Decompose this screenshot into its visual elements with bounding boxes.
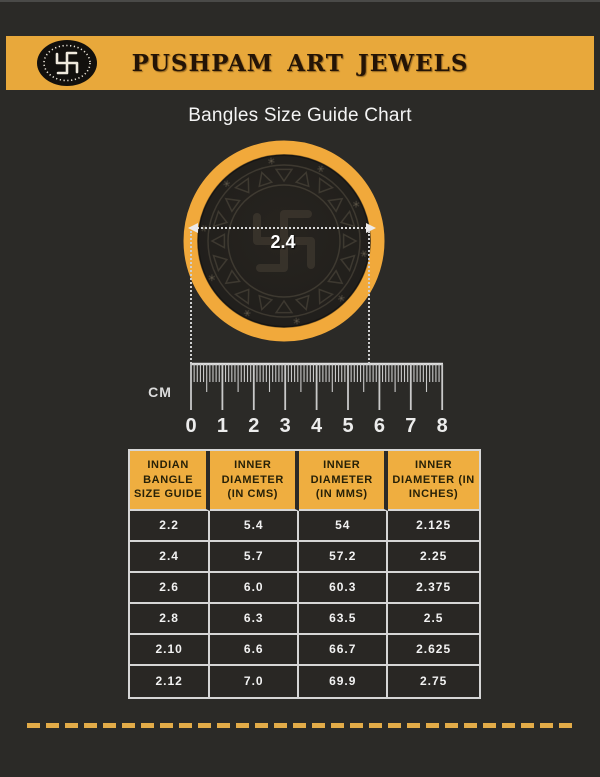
table-row: 2.10 6.6 66.7 2.625 — [130, 634, 479, 666]
guide-line-right — [368, 231, 370, 364]
table-cell: 2.6 — [130, 572, 211, 604]
table-cell: 5.7 — [210, 541, 300, 573]
table-cell: 2.2 — [130, 510, 211, 542]
svg-text:5: 5 — [342, 415, 353, 437]
diameter-arrow-line — [197, 227, 367, 229]
table-cell: 60.3 — [299, 572, 389, 604]
table-cell: 2.4 — [130, 541, 211, 573]
table-cell: 5.4 — [210, 510, 300, 542]
table-row: 2.2 5.4 54 2.125 — [130, 510, 479, 542]
swastika-watermark-icon — [253, 210, 315, 272]
table-cell: 57.2 — [299, 541, 389, 573]
table-cell: 7.0 — [210, 665, 300, 697]
table-cell: 2.10 — [130, 634, 211, 666]
table-header-cell: INNER DIAMETER (IN MMS) — [299, 451, 389, 511]
table-cell: 69.9 — [299, 665, 389, 697]
table-header-cell: INNER DIAMETER (IN CMS) — [210, 451, 300, 511]
table-row: 2.6 6.0 60.3 2.375 — [130, 572, 479, 604]
dashed-divider — [27, 723, 573, 728]
brand-title: PUSHPAM ART JEWELS — [131, 49, 469, 77]
table-header-cell: INDIAN BANGLE SIZE GUIDE — [130, 451, 211, 511]
table-cell: 66.7 — [299, 634, 389, 666]
table-row: 2.4 5.7 57.2 2.25 — [130, 541, 479, 573]
table-cell: 2.75 — [388, 665, 479, 697]
table-cell: 6.3 — [210, 603, 300, 635]
svg-text:0: 0 — [185, 415, 196, 437]
table-row: 2.12 7.0 69.9 2.75 — [130, 665, 479, 697]
size-table: INDIAN BANGLE SIZE GUIDE INNER DIAMETER … — [130, 451, 479, 697]
table-row: 2.8 6.3 63.5 2.5 — [130, 603, 479, 635]
diameter-label: 2.4 — [270, 232, 296, 252]
svg-text:3: 3 — [280, 415, 291, 437]
size-table-wrap: INDIAN BANGLE SIZE GUIDE INNER DIAMETER … — [128, 449, 481, 699]
table-cell: 2.625 — [388, 634, 479, 666]
table-header-cell: INNER DIAMETER (IN INCHES) — [388, 451, 479, 511]
table-cell: 54 — [299, 510, 389, 542]
table-header-row: INDIAN BANGLE SIZE GUIDE INNER DIAMETER … — [130, 451, 479, 511]
svg-text:7: 7 — [405, 415, 416, 437]
brand-band: PUSHPAM ART JEWELS — [6, 36, 594, 90]
mandala-pattern — [200, 157, 368, 325]
svg-text:6: 6 — [374, 415, 385, 437]
table-cell: 6.6 — [210, 634, 300, 666]
table-cell: 6.0 — [210, 572, 300, 604]
svg-text:2: 2 — [248, 415, 259, 437]
svg-text:8: 8 — [437, 415, 448, 437]
arrowhead-right-icon — [366, 223, 376, 233]
swastika-logo-icon — [37, 40, 97, 86]
page-title: Bangles Size Guide Chart — [188, 105, 412, 126]
table-cell: 2.25 — [388, 541, 479, 573]
svg-text:4: 4 — [311, 415, 323, 437]
svg-text:1: 1 — [217, 415, 228, 437]
table-cell: 63.5 — [299, 603, 389, 635]
guide-line-left — [190, 231, 192, 364]
table-cell: 2.125 — [388, 510, 479, 542]
table-cell: 2.375 — [388, 572, 479, 604]
table-cell: 2.8 — [130, 603, 211, 635]
table-cell: 2.12 — [130, 665, 211, 697]
table-cell: 2.5 — [388, 603, 479, 635]
ruler-ticks — [190, 364, 444, 410]
arrowhead-left-icon — [188, 223, 198, 233]
ruler-unit-label: CM — [148, 384, 172, 400]
